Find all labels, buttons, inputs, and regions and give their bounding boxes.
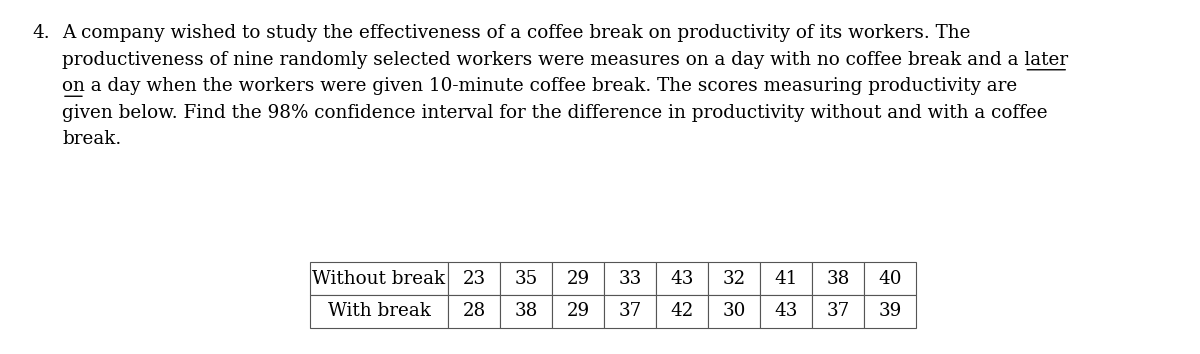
Text: given below. Find the 98% confidence interval for the difference in productivity: given below. Find the 98% confidence int…	[62, 103, 1048, 121]
Text: 38: 38	[827, 269, 850, 287]
Text: A company wished to study the effectiveness of a coffee break on productivity of: A company wished to study the effectiven…	[62, 24, 971, 42]
Bar	[656, 262, 708, 295]
Bar	[760, 295, 812, 328]
Bar	[310, 262, 448, 295]
Bar	[812, 295, 864, 328]
Text: 41: 41	[774, 269, 798, 287]
Bar	[310, 295, 448, 328]
Bar	[708, 262, 760, 295]
Bar	[552, 262, 604, 295]
Text: 43: 43	[671, 269, 694, 287]
Text: 38: 38	[515, 303, 538, 320]
Text: 37: 37	[827, 303, 850, 320]
Text: 28: 28	[462, 303, 486, 320]
Bar	[656, 295, 708, 328]
Bar	[760, 262, 812, 295]
Text: With break: With break	[328, 303, 431, 320]
Text: 23: 23	[462, 269, 486, 287]
Text: 33: 33	[618, 269, 642, 287]
Text: break.: break.	[62, 130, 121, 148]
Text: 39: 39	[878, 303, 901, 320]
Text: 29: 29	[566, 303, 589, 320]
Text: on a day when the workers were given 10-minute coffee break. The scores measurin: on a day when the workers were given 10-…	[62, 77, 1018, 95]
Bar	[448, 262, 500, 295]
Bar	[864, 262, 916, 295]
Bar	[708, 295, 760, 328]
Bar	[500, 295, 552, 328]
Text: 4.: 4.	[32, 24, 49, 42]
Bar	[552, 295, 604, 328]
Bar	[812, 262, 864, 295]
Text: productiveness of nine randomly selected workers were measures on a day with no : productiveness of nine randomly selected…	[62, 51, 1068, 69]
Text: 32: 32	[722, 269, 745, 287]
Bar	[448, 295, 500, 328]
Text: 40: 40	[878, 269, 901, 287]
Text: 30: 30	[722, 303, 745, 320]
Text: Without break: Without break	[312, 269, 445, 287]
Text: 42: 42	[671, 303, 694, 320]
Text: 35: 35	[515, 269, 538, 287]
Bar	[604, 262, 656, 295]
Text: 43: 43	[774, 303, 798, 320]
Bar	[864, 295, 916, 328]
Text: 37: 37	[618, 303, 642, 320]
Bar	[500, 262, 552, 295]
Bar	[604, 295, 656, 328]
Text: 29: 29	[566, 269, 589, 287]
